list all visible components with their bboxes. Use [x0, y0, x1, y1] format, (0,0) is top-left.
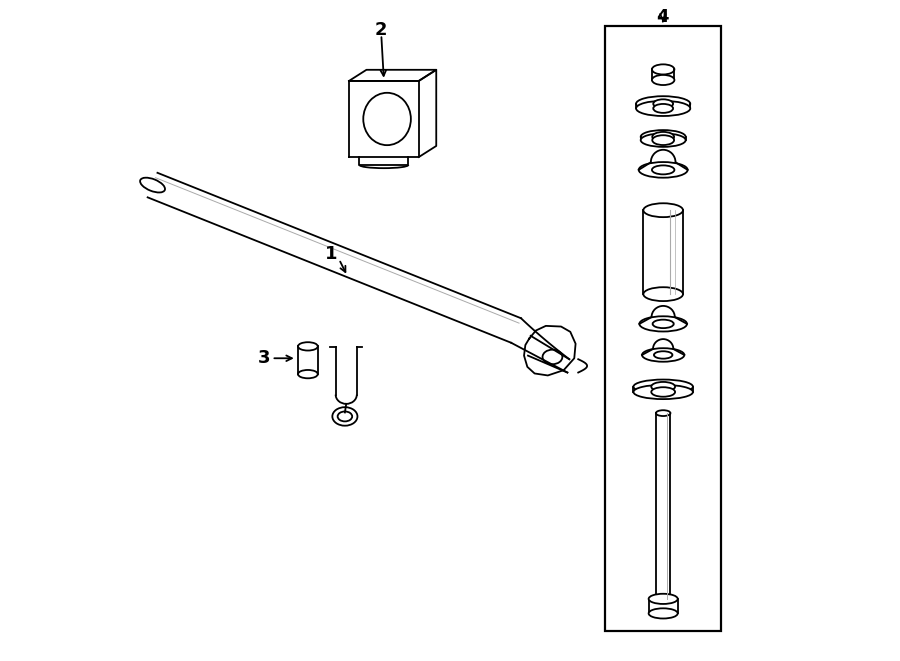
- Ellipse shape: [652, 136, 674, 145]
- Ellipse shape: [652, 382, 675, 391]
- Text: 2: 2: [374, 20, 387, 39]
- Ellipse shape: [653, 104, 673, 113]
- Bar: [606, 26, 721, 631]
- Ellipse shape: [644, 204, 683, 217]
- Ellipse shape: [634, 385, 693, 399]
- Ellipse shape: [652, 320, 674, 328]
- Ellipse shape: [639, 162, 688, 178]
- Ellipse shape: [644, 287, 683, 301]
- Ellipse shape: [649, 608, 678, 619]
- Ellipse shape: [652, 64, 674, 75]
- Ellipse shape: [636, 101, 690, 116]
- Ellipse shape: [338, 411, 352, 422]
- Ellipse shape: [298, 370, 318, 378]
- Text: 4: 4: [657, 7, 669, 26]
- Ellipse shape: [639, 316, 687, 332]
- Ellipse shape: [652, 75, 674, 85]
- Ellipse shape: [364, 93, 411, 145]
- Ellipse shape: [652, 132, 674, 141]
- Ellipse shape: [332, 407, 357, 426]
- Ellipse shape: [634, 379, 693, 394]
- Ellipse shape: [642, 348, 684, 362]
- Ellipse shape: [652, 387, 675, 397]
- Ellipse shape: [641, 134, 686, 147]
- Ellipse shape: [653, 99, 673, 108]
- Text: 1: 1: [325, 245, 338, 264]
- Ellipse shape: [140, 178, 165, 192]
- Ellipse shape: [298, 342, 318, 350]
- Text: 3: 3: [257, 349, 270, 368]
- Ellipse shape: [656, 410, 670, 416]
- Ellipse shape: [649, 594, 678, 604]
- Ellipse shape: [641, 130, 686, 143]
- Ellipse shape: [654, 351, 672, 359]
- Ellipse shape: [652, 165, 674, 175]
- Ellipse shape: [543, 350, 562, 364]
- Ellipse shape: [636, 97, 690, 111]
